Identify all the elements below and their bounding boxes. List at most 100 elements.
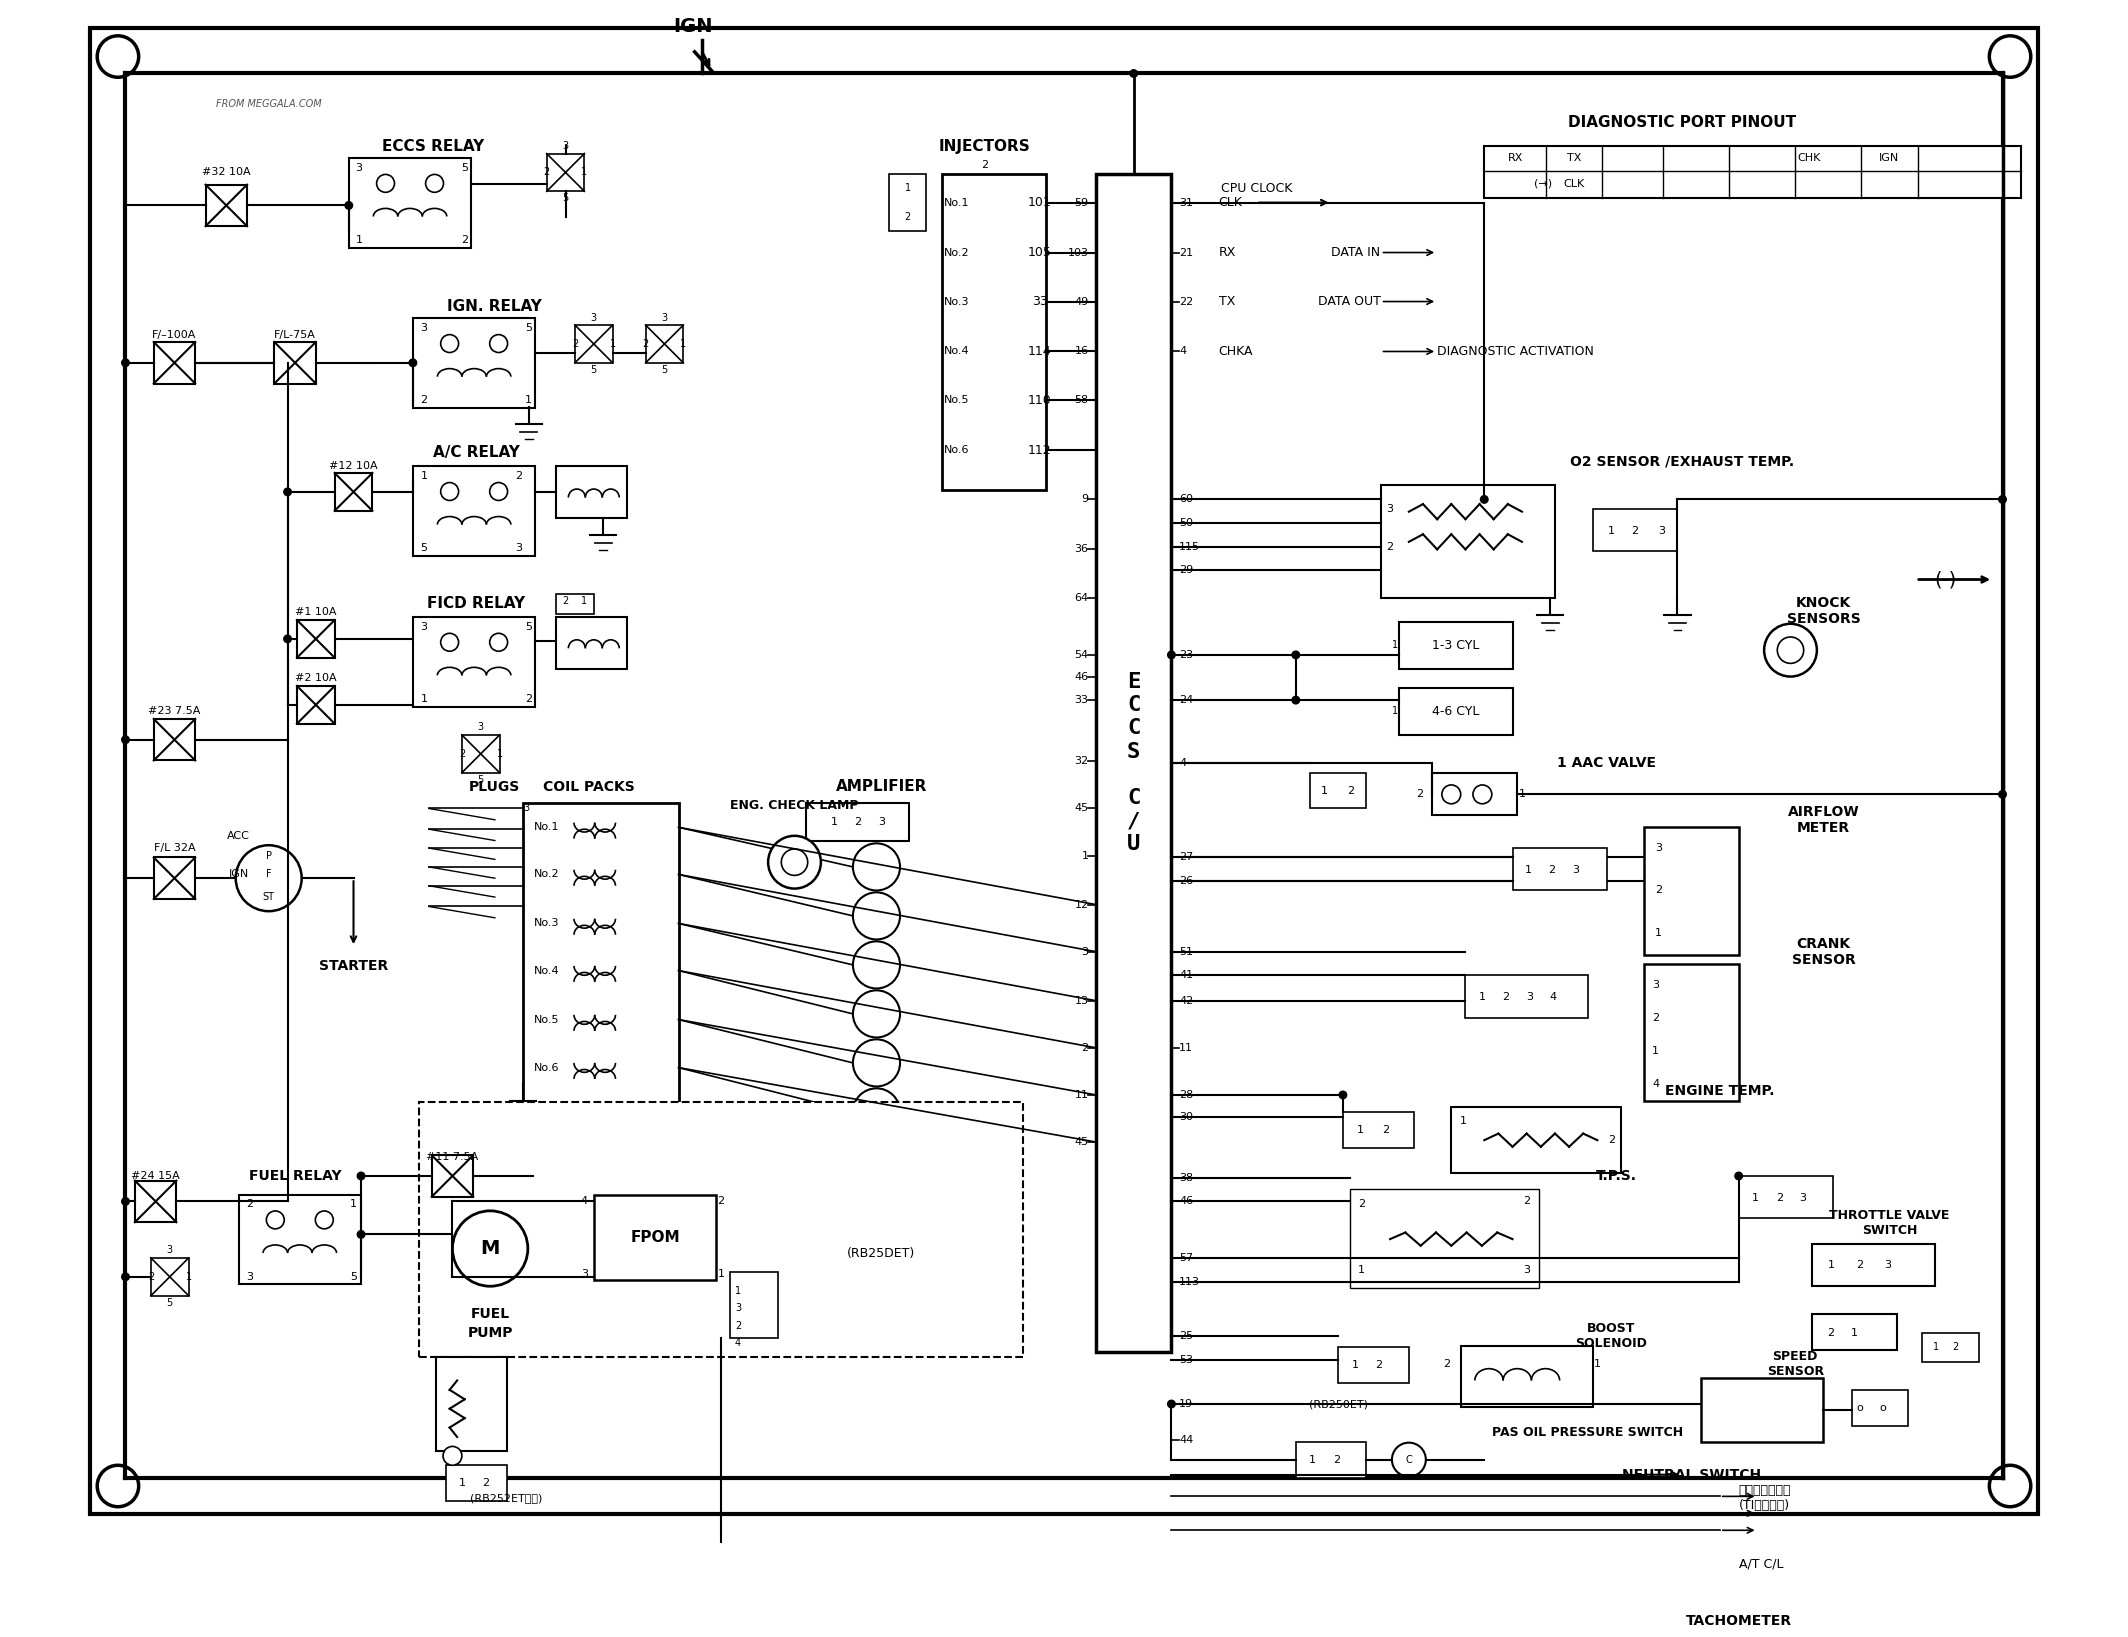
Text: 1: 1 [526, 396, 532, 406]
Text: 23: 23 [1179, 650, 1194, 660]
Text: CLK: CLK [1219, 196, 1243, 210]
Circle shape [440, 483, 458, 501]
Text: 1: 1 [734, 1287, 741, 1297]
Text: 2: 2 [543, 167, 549, 177]
Text: No.3: No.3 [945, 296, 970, 306]
Bar [1351, 1188, 1539, 1288]
Text: 19: 19 [1179, 1400, 1194, 1409]
Text: ENGINE TEMP.: ENGINE TEMP. [1664, 1084, 1775, 1098]
Text: CPU CLOCK: CPU CLOCK [1221, 182, 1292, 195]
Text: 1: 1 [1594, 1359, 1600, 1370]
Text: 3: 3 [477, 722, 483, 732]
Text: 105: 105 [1028, 246, 1051, 259]
Bar [645, 326, 683, 363]
Text: #12 10A: #12 10A [330, 462, 379, 471]
Text: COIL PACKS: COIL PACKS [543, 779, 634, 794]
Text: 3: 3 [1651, 979, 1660, 990]
Bar [555, 467, 628, 519]
Text: 3: 3 [1524, 1265, 1530, 1275]
Text: 2: 2 [1549, 864, 1556, 874]
Text: 3: 3 [1658, 525, 1664, 535]
Text: ECCS RELAY: ECCS RELAY [383, 139, 485, 154]
Text: 41: 41 [1179, 971, 1194, 981]
Text: 32: 32 [1075, 756, 1090, 766]
Circle shape [98, 1465, 138, 1506]
Text: 5: 5 [166, 1298, 172, 1308]
Text: #1 10A: #1 10A [296, 607, 336, 617]
Text: 114: 114 [1028, 345, 1051, 359]
Bar [334, 473, 372, 511]
Circle shape [853, 843, 900, 891]
Bar [1466, 976, 1587, 1018]
Text: (RB25DET): (RB25DET) [847, 1247, 915, 1260]
Text: 5: 5 [592, 365, 598, 375]
Circle shape [1990, 36, 2030, 77]
Circle shape [409, 359, 417, 367]
Text: 1: 1 [681, 339, 687, 349]
Circle shape [236, 845, 302, 912]
Text: 1: 1 [1932, 1342, 1939, 1352]
Bar [1296, 1442, 1366, 1478]
Circle shape [98, 36, 138, 77]
Text: 5: 5 [421, 543, 428, 553]
Text: DATA IN: DATA IN [1332, 246, 1381, 259]
Text: 2: 2 [1417, 789, 1424, 799]
Text: 59: 59 [1075, 198, 1090, 208]
Text: 1: 1 [1519, 789, 1526, 799]
Text: 2: 2 [147, 1272, 153, 1282]
Bar [153, 719, 196, 761]
Bar [447, 1465, 506, 1501]
Text: ENG. CHECK LAMP: ENG. CHECK LAMP [730, 799, 860, 812]
Text: 46: 46 [1075, 671, 1090, 681]
Bar [547, 154, 585, 192]
Bar [1813, 1244, 1934, 1287]
Text: O2 SENSOR /EXHAUST TEMP.: O2 SENSOR /EXHAUST TEMP. [1570, 455, 1794, 468]
Text: 1: 1 [1321, 786, 1328, 796]
Text: 1: 1 [1651, 1046, 1660, 1056]
Bar [419, 1102, 1024, 1357]
Text: 3: 3 [662, 313, 668, 322]
Text: #32 10A: #32 10A [202, 167, 251, 177]
Text: #24 15A: #24 15A [132, 1170, 181, 1180]
Text: P: P [266, 851, 272, 861]
Text: 5: 5 [662, 365, 668, 375]
Text: 2: 2 [1347, 786, 1353, 796]
Text: 3: 3 [421, 622, 428, 632]
Text: A/C RELAY: A/C RELAY [432, 445, 519, 460]
Text: 11: 11 [1179, 1043, 1194, 1053]
Text: 1: 1 [185, 1272, 192, 1282]
Circle shape [1443, 784, 1460, 804]
Text: 3: 3 [355, 162, 362, 174]
Text: 5: 5 [462, 162, 468, 174]
Text: 45: 45 [1075, 1138, 1090, 1148]
Text: STARTER: STARTER [319, 959, 387, 972]
Text: 2: 2 [1332, 1455, 1341, 1465]
Circle shape [1392, 1442, 1426, 1477]
Circle shape [768, 837, 821, 889]
Text: o: o [1879, 1403, 1885, 1413]
Circle shape [1168, 652, 1175, 658]
Text: 3: 3 [562, 141, 568, 151]
Text: 3: 3 [1387, 504, 1394, 514]
Text: 2: 2 [460, 748, 466, 760]
Text: 1: 1 [1392, 707, 1398, 717]
Bar [1451, 1107, 1622, 1174]
Text: 3: 3 [515, 543, 521, 553]
Circle shape [121, 1274, 130, 1280]
Text: 2: 2 [1443, 1359, 1449, 1370]
Circle shape [1998, 496, 2007, 503]
Circle shape [853, 1039, 900, 1087]
Text: 3: 3 [166, 1246, 172, 1256]
Text: A/T C/L: A/T C/L [1739, 1558, 1783, 1572]
Text: 101: 101 [1028, 196, 1051, 210]
Text: 1: 1 [458, 1478, 466, 1488]
Text: INJECTORS: INJECTORS [938, 139, 1030, 154]
Text: 1: 1 [1479, 992, 1485, 1002]
Text: PAS OIL PRESSURE SWITCH: PAS OIL PRESSURE SWITCH [1492, 1426, 1683, 1439]
Text: 2: 2 [1828, 1328, 1834, 1339]
Text: 3: 3 [877, 817, 885, 827]
Bar [1460, 1346, 1592, 1406]
Bar [1645, 827, 1739, 954]
Circle shape [283, 488, 292, 496]
Circle shape [853, 892, 900, 940]
